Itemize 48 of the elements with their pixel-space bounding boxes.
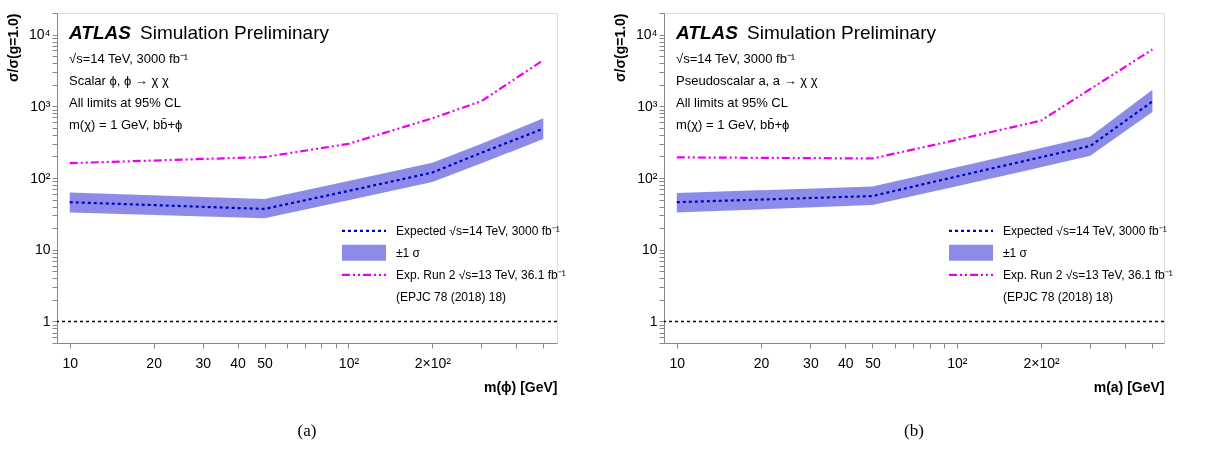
x-tick-label: 30: [195, 354, 212, 371]
y-axis-title: σ/σ(g=1.0): [4, 13, 21, 83]
x-tick-label: 30: [803, 354, 819, 371]
annotation: m(χ) = 1 GeV, bb̄+ϕ: [69, 117, 183, 132]
x-tick-label: 2×10²: [414, 354, 452, 371]
x-axis-title: m(a) [GeV]: [1093, 378, 1165, 395]
x-tick-label: 10: [62, 354, 79, 371]
y-tick-label: 10: [641, 241, 658, 258]
annotation: √s=14 TeV, 3000 fb⁻¹: [69, 51, 189, 66]
x-tick-label: 20: [146, 354, 163, 371]
y-axis-title: σ/σ(g=1.0): [611, 13, 628, 83]
x-tick-label: 50: [257, 354, 274, 371]
x-tick-label: 50: [865, 354, 881, 371]
y-tick-label: 10: [34, 241, 51, 258]
annotation: m(χ) = 1 GeV, bb̄+ϕ: [676, 117, 790, 132]
annotation: Scalar ϕ, ϕ → χ χ: [69, 73, 169, 88]
x-tick-label: 10²: [338, 354, 360, 371]
y-tick-label: 10³: [637, 97, 658, 114]
y-tick-label: 1: [649, 312, 658, 329]
annotation: √s=14 TeV, 3000 fb⁻¹: [676, 51, 796, 66]
annotation: All limits at 95% CL: [676, 95, 788, 110]
annotation: (EPJC 78 (2018) 18): [396, 289, 507, 304]
x-tick-label: 2×10²: [1023, 354, 1060, 371]
text: (b): [904, 421, 924, 440]
annotation: Pseudoscalar a, a → χ χ: [676, 73, 818, 88]
y-tick-label: 1: [42, 312, 51, 329]
annotation: (EPJC 78 (2018) 18): [1003, 289, 1114, 304]
x-tick-label: 40: [230, 354, 247, 371]
y-tick-label: 10⁴: [635, 26, 658, 43]
annotation: ±1 σ: [396, 245, 421, 260]
legend-label: Exp. Run 2 √s=13 TeV, 36.1 fb⁻¹: [1003, 267, 1173, 282]
y-tick-label: 10⁴: [28, 26, 51, 43]
annotation: ±1 σ: [1003, 245, 1028, 260]
x-tick-label: 20: [753, 354, 770, 371]
chart-title: ATLAS Simulation Preliminary: [68, 22, 330, 43]
legend-label: Exp. Run 2 √s=13 TeV, 36.1 fb⁻¹: [396, 267, 566, 282]
y-tick-label: 10²: [30, 169, 51, 186]
legend-label: Expected √s=14 TeV, 3000 fb⁻¹: [1003, 223, 1167, 238]
y-tick-label: 10³: [30, 97, 51, 114]
text: (a): [297, 421, 317, 440]
x-tick-label: 10²: [947, 354, 968, 371]
legend-label: Expected √s=14 TeV, 3000 fb⁻¹: [396, 223, 560, 238]
y-tick-label: 10²: [637, 169, 658, 186]
chart-title: ATLAS Simulation Preliminary: [675, 22, 937, 43]
annotation: All limits at 95% CL: [69, 95, 181, 110]
x-tick-label: 40: [838, 354, 854, 371]
x-tick-label: 10: [669, 354, 686, 371]
x-axis-title: m(ϕ) [GeV]: [484, 378, 558, 395]
